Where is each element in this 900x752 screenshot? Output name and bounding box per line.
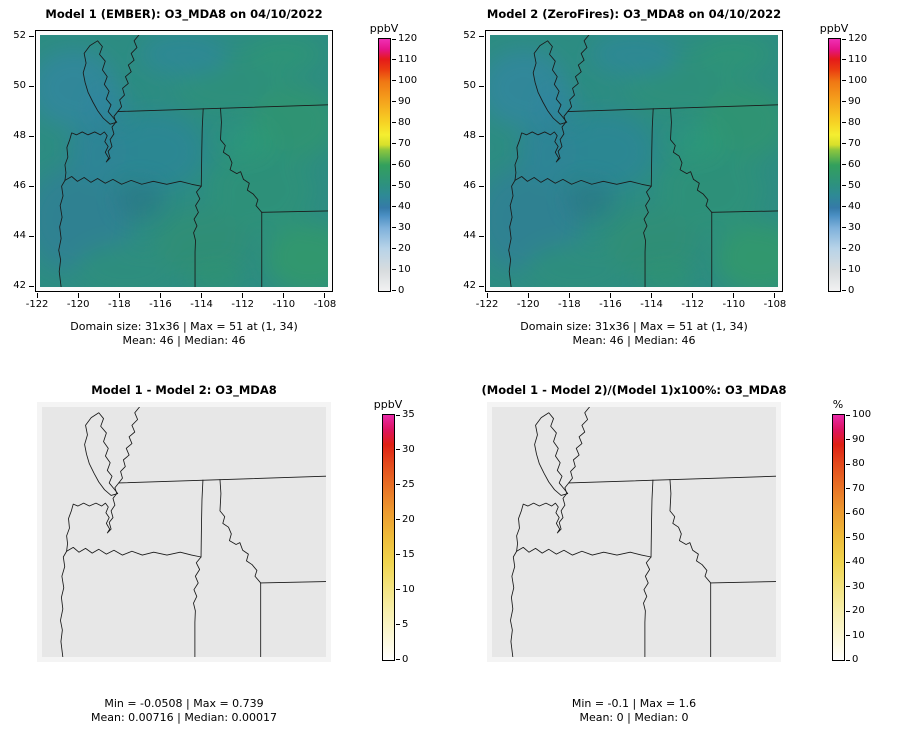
stats-caption: Min = -0.1 | Max = 1.6 Mean: 0 | Median:… <box>450 697 818 724</box>
x-axis: -122 -120 -118 -116 -114 -112 -110 -108 <box>475 293 787 310</box>
colorbar <box>378 38 391 292</box>
stats-line1: Domain size: 31x36 | Max = 51 at (1, 34) <box>520 320 748 333</box>
panel-title: Model 1 - Model 2: O3_MDA8 <box>91 383 277 397</box>
map-svg <box>490 35 778 287</box>
colorbar-ticks: 120 110 100 90 80 70 60 50 40 30 20 10 0 <box>842 33 868 296</box>
colorbar-title: ppbV <box>373 398 403 411</box>
colorbar-title: % <box>832 398 844 411</box>
map-canvas <box>492 407 776 657</box>
map-plot <box>37 402 331 662</box>
colorbar <box>828 38 841 292</box>
map-svg <box>42 407 326 657</box>
stats-line1: Domain size: 31x36 | Max = 51 at (1, 34) <box>70 320 298 333</box>
colorbar-title: ppbV <box>819 22 849 35</box>
colorbar <box>382 414 395 661</box>
panel-model2: Model 2 (ZeroFires): O3_MDA8 on 04/10/20… <box>450 0 900 376</box>
stats-line1: Min = -0.0508 | Max = 0.739 <box>104 697 264 710</box>
stats-line2: Mean: 46 | Median: 46 <box>572 333 696 347</box>
y-axis: 52 50 48 46 44 42 <box>13 30 34 292</box>
colorbar-ticks: 100 90 80 70 60 50 40 30 20 10 0 <box>846 409 872 665</box>
panel-title: Model 2 (ZeroFires): O3_MDA8 on 04/10/20… <box>486 7 782 21</box>
map-plot <box>35 30 333 292</box>
panel-model1: Model 1 (EMBER): O3_MDA8 on 04/10/2022 5… <box>0 0 450 376</box>
panel-difference: Model 1 - Model 2: O3_MDA8 ppbV 35 30 25 20… <box>0 376 450 752</box>
colorbar-ticks: 120 110 100 90 80 70 60 50 40 30 20 10 0 <box>392 33 418 296</box>
map-canvas <box>42 407 326 657</box>
panel-title: Model 1 (EMBER): O3_MDA8 on 04/10/2022 <box>45 7 323 21</box>
panel-title: (Model 1 - Model 2)/(Model 1)x100%: O3_M… <box>481 383 787 397</box>
map-canvas <box>490 35 778 287</box>
stats-line1: Min = -0.1 | Max = 1.6 <box>571 697 697 710</box>
colorbar <box>832 414 845 661</box>
stats-caption: Domain size: 31x36 | Max = 51 at (1, 34)… <box>0 320 368 347</box>
colorbar-ticks: 35 30 25 20 15 10 5 0 <box>396 409 415 665</box>
y-axis: 52 50 48 46 44 42 <box>463 30 484 292</box>
colorbar-title: ppbV <box>369 22 399 35</box>
stats-line2: Mean: 0.00716 | Median: 0.00017 <box>90 710 278 724</box>
map-svg <box>492 407 776 657</box>
map-plot <box>487 402 781 662</box>
map-svg <box>40 35 328 287</box>
stats-line2: Mean: 0 | Median: 0 <box>579 710 689 724</box>
stats-caption: Min = -0.0508 | Max = 0.739 Mean: 0.0071… <box>0 697 368 724</box>
map-plot <box>485 30 783 292</box>
panel-percent-difference: (Model 1 - Model 2)/(Model 1)x100%: O3_M… <box>450 376 900 752</box>
stats-caption: Domain size: 31x36 | Max = 51 at (1, 34)… <box>450 320 818 347</box>
map-canvas <box>40 35 328 287</box>
x-axis: -122 -120 -118 -116 -114 -112 -110 -108 <box>25 293 337 310</box>
stats-line2: Mean: 46 | Median: 46 <box>122 333 246 347</box>
